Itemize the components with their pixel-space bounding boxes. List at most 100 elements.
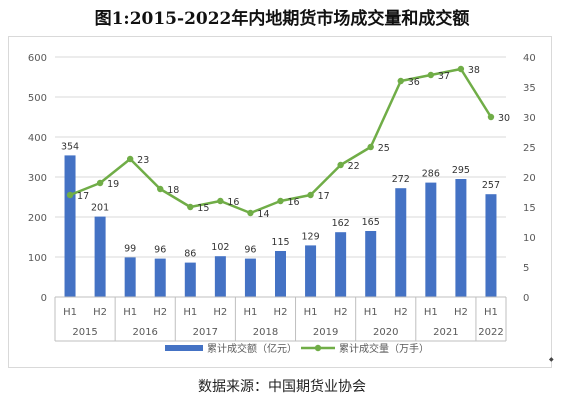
bar-value-label: 129 <box>301 231 319 242</box>
line-point <box>337 161 344 169</box>
x-tick-label: H1 <box>304 307 318 318</box>
bar-value-label: 115 <box>271 237 289 248</box>
bar <box>244 258 256 297</box>
bar-value-label: 295 <box>452 165 470 176</box>
bar <box>275 251 286 297</box>
year-label: 2022 <box>478 327 503 338</box>
y-right-tick-label: 10 <box>523 233 536 244</box>
bar <box>335 232 347 297</box>
chart-frame: 354 201 99 96 86 102 96 115 129 162 165 272 286 295 25… <box>8 36 552 368</box>
bar-value-label: 102 <box>211 242 229 253</box>
corner-mark: ◆ <box>549 356 554 363</box>
line-point <box>217 197 224 205</box>
x-tick-label: H2 <box>213 307 227 318</box>
bar-value-label: 257 <box>482 180 500 191</box>
chart-title: 图1:2015-2022年内地期货市场成交量和成交额 <box>94 9 470 29</box>
line-value-label: 17 <box>77 191 89 202</box>
legend-marker-volume <box>314 344 322 352</box>
bar-value-label: 162 <box>332 218 350 229</box>
bar-value-label: 286 <box>422 169 440 180</box>
bar <box>485 194 497 297</box>
y-right-tick-label: 5 <box>523 263 529 274</box>
line-value-label: 36 <box>408 77 420 88</box>
line-point <box>126 155 134 163</box>
source-note: 数据来源：中国期货业协会 <box>198 379 366 395</box>
x-tick-label: H2 <box>153 307 167 318</box>
bar <box>214 256 226 297</box>
year-label: 2019 <box>313 327 338 338</box>
line-value-label: 16 <box>288 197 300 208</box>
line-value-label: 18 <box>167 185 179 196</box>
y-left-tick-label: 0 <box>41 293 47 304</box>
x-tick-label: H1 <box>424 307 438 318</box>
line-point <box>157 185 164 193</box>
y-right-tick-label: 0 <box>523 293 529 304</box>
bar <box>395 188 407 297</box>
x-tick-label: H2 <box>454 307 468 318</box>
x-tick-label: H1 <box>364 307 378 318</box>
bar-value-label: 96 <box>244 245 256 256</box>
line-point <box>277 197 284 205</box>
bar <box>124 257 136 297</box>
year-label: 2018 <box>253 327 278 338</box>
x-tick-label: H1 <box>123 307 137 318</box>
y-left-tick-label: 500 <box>28 93 47 104</box>
y-left-tick-label: 100 <box>28 253 47 264</box>
x-tick-label: H2 <box>334 307 348 318</box>
year-label: 2016 <box>132 327 157 338</box>
line-value-label: 23 <box>137 155 149 166</box>
line-value-label: 19 <box>107 179 119 190</box>
bar-value-label: 96 <box>154 245 166 256</box>
y-left-tick-label: 200 <box>28 213 47 224</box>
bar-value-label: 165 <box>362 217 380 228</box>
bar <box>154 258 166 297</box>
legend-swatch-turnover <box>165 345 203 351</box>
x-tick-label: H1 <box>243 307 257 318</box>
bar <box>64 155 76 297</box>
line-point <box>487 113 495 121</box>
line-point <box>247 209 254 217</box>
line-point <box>66 191 74 199</box>
line-point <box>307 191 314 199</box>
y-left-tick-label: 300 <box>28 173 47 184</box>
x-tick-label: H2 <box>93 307 107 318</box>
year-label: 2015 <box>72 327 97 338</box>
line-value-label: 15 <box>197 203 209 214</box>
bar <box>94 216 106 297</box>
bar-value-label: 354 <box>61 141 79 152</box>
y-right-tick-label: 40 <box>523 53 536 64</box>
line-point <box>96 179 104 187</box>
line-point <box>457 65 465 73</box>
year-label: 2020 <box>373 327 398 338</box>
line-point <box>427 71 435 79</box>
bar-value-label: 201 <box>91 203 109 214</box>
x-tick-label: H1 <box>183 307 197 318</box>
bar <box>365 231 377 297</box>
y-right-tick-label: 30 <box>523 113 536 124</box>
x-tick-label: H2 <box>394 307 408 318</box>
x-tick-label: H1 <box>484 307 498 318</box>
line-value-label: 14 <box>257 209 269 220</box>
legend-label-turnover: 累计成交额（亿元） <box>207 342 297 355</box>
line-value-label: 30 <box>498 113 510 124</box>
y-left-tick-label: 400 <box>28 133 47 144</box>
line-value-label: 25 <box>378 143 390 154</box>
line-point <box>367 143 374 151</box>
y-right-tick-label: 35 <box>523 83 536 94</box>
bar <box>184 262 196 297</box>
y-left-tick-label: 600 <box>28 53 47 64</box>
bar <box>455 179 467 297</box>
line-value-label: 38 <box>468 65 480 76</box>
bar-value-label: 272 <box>392 174 410 185</box>
line-value-label: 22 <box>348 161 360 172</box>
x-tick-label: H2 <box>274 307 288 318</box>
line-value-label: 16 <box>227 197 239 208</box>
y-right-tick-label: 15 <box>523 203 536 214</box>
year-label: 2017 <box>193 327 218 338</box>
line-value-label: 37 <box>438 71 450 82</box>
line-value-label: 17 <box>318 191 330 202</box>
y-right-tick-label: 20 <box>523 173 536 184</box>
bar <box>305 245 317 297</box>
legend-label-volume: 累计成交量（万手） <box>339 342 429 355</box>
